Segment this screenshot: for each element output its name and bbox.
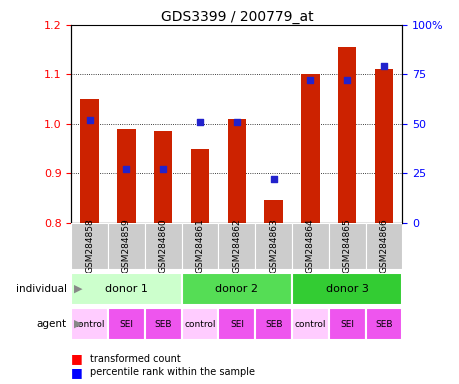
Text: GSM284863: GSM284863 <box>269 218 278 273</box>
Text: GSM284865: GSM284865 <box>342 218 351 273</box>
Text: individual: individual <box>16 284 67 294</box>
Text: percentile rank within the sample: percentile rank within the sample <box>90 367 254 377</box>
Text: SEI: SEI <box>340 319 353 329</box>
Text: transformed count: transformed count <box>90 354 180 364</box>
Text: control: control <box>74 319 105 329</box>
Text: ▶: ▶ <box>73 319 82 329</box>
Bar <box>365 308 402 340</box>
Bar <box>365 223 402 269</box>
Bar <box>117 129 135 223</box>
Bar <box>71 223 108 269</box>
Bar <box>374 70 392 223</box>
Text: GSM284862: GSM284862 <box>232 218 241 273</box>
Bar <box>301 74 319 223</box>
Text: donor 1: donor 1 <box>105 284 148 294</box>
Text: SEB: SEB <box>264 319 282 329</box>
Text: agent: agent <box>37 319 67 329</box>
Bar <box>71 308 108 340</box>
Point <box>123 166 130 172</box>
Text: GSM284859: GSM284859 <box>122 218 131 273</box>
Text: GSM284860: GSM284860 <box>158 218 168 273</box>
Point <box>159 166 167 172</box>
Bar <box>227 119 246 223</box>
Bar <box>71 273 181 305</box>
Bar <box>108 223 145 269</box>
Bar <box>255 308 291 340</box>
Bar <box>181 273 291 305</box>
Bar <box>145 308 181 340</box>
Bar <box>328 223 365 269</box>
Text: SEI: SEI <box>230 319 243 329</box>
Text: GSM284864: GSM284864 <box>305 218 314 273</box>
Bar <box>218 308 255 340</box>
Bar <box>108 308 145 340</box>
Bar <box>181 308 218 340</box>
Bar <box>264 200 282 223</box>
Text: donor 2: donor 2 <box>215 284 258 294</box>
Text: control: control <box>294 319 325 329</box>
Point <box>269 176 277 182</box>
Bar <box>218 223 255 269</box>
Text: GSM284866: GSM284866 <box>379 218 388 273</box>
Text: ■: ■ <box>71 366 83 379</box>
Text: SEB: SEB <box>375 319 392 329</box>
Bar <box>328 308 365 340</box>
Text: SEB: SEB <box>154 319 172 329</box>
Text: ▶: ▶ <box>73 284 82 294</box>
Bar <box>337 47 356 223</box>
Bar <box>145 223 181 269</box>
Text: GSM284861: GSM284861 <box>195 218 204 273</box>
Bar <box>80 99 99 223</box>
Point <box>306 77 313 83</box>
Bar <box>291 273 402 305</box>
Title: GDS3399 / 200779_at: GDS3399 / 200779_at <box>160 10 313 24</box>
Text: ■: ■ <box>71 353 83 366</box>
Point <box>233 119 240 125</box>
Text: SEI: SEI <box>119 319 133 329</box>
Bar <box>154 131 172 223</box>
Bar <box>190 149 209 223</box>
Text: GSM284858: GSM284858 <box>85 218 94 273</box>
Point <box>196 119 203 125</box>
Bar <box>291 308 328 340</box>
Text: donor 3: donor 3 <box>325 284 368 294</box>
Point <box>343 77 350 83</box>
Text: control: control <box>184 319 215 329</box>
Bar <box>255 223 291 269</box>
Point <box>380 63 387 70</box>
Point <box>86 117 93 123</box>
Bar <box>291 223 328 269</box>
Bar <box>181 223 218 269</box>
